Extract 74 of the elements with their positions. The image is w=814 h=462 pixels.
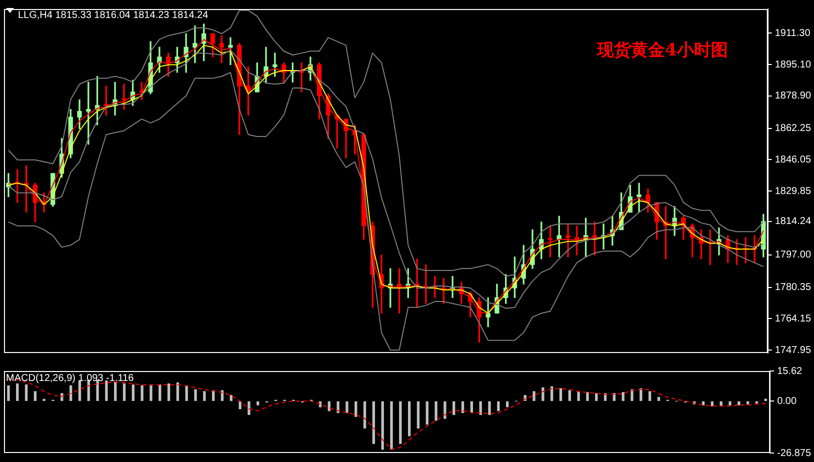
bar — [105, 380, 108, 401]
candlestick — [486, 297, 490, 328]
bar — [194, 389, 197, 401]
bar — [444, 401, 446, 419]
bar — [158, 384, 162, 401]
bar — [630, 389, 634, 401]
candlestick — [566, 224, 570, 258]
bar — [114, 382, 117, 401]
bar — [532, 391, 536, 401]
bar — [122, 383, 126, 401]
bar — [738, 401, 740, 406]
bar — [488, 401, 491, 415]
bar — [336, 401, 340, 414]
bar — [220, 390, 224, 401]
bar — [728, 401, 732, 406]
bar — [248, 401, 250, 415]
bar — [24, 384, 28, 401]
bar — [381, 401, 384, 450]
bar — [16, 383, 19, 401]
bar — [399, 401, 402, 444]
bar — [577, 391, 580, 401]
y-tick-label: 15.62 — [777, 366, 803, 377]
bar — [506, 401, 509, 408]
bar — [203, 391, 206, 401]
y-tick-label: -26.875 — [777, 448, 812, 459]
bar — [595, 393, 598, 401]
bar — [657, 396, 660, 401]
bar — [150, 385, 152, 401]
y-tick-label: 1747.95 — [774, 344, 812, 356]
y-tick-label: 0.00 — [777, 396, 797, 407]
bar — [354, 401, 358, 417]
bar — [167, 383, 170, 401]
y-tick-label: 1895.10 — [774, 59, 812, 70]
bar — [390, 401, 393, 450]
candlestick — [636, 182, 642, 213]
bar — [230, 395, 232, 401]
bar — [78, 380, 82, 401]
bar — [140, 385, 144, 401]
bar — [408, 401, 411, 436]
y-tick-label: 1829.85 — [774, 186, 812, 197]
bar — [416, 401, 420, 428]
bar — [568, 390, 571, 401]
y-tick-label: 1862.25 — [774, 123, 812, 134]
y-tick-label: 1878.90 — [774, 90, 812, 102]
bar — [372, 401, 376, 444]
bar — [479, 401, 482, 415]
bar — [426, 401, 428, 425]
y-tick-label: 1911.30 — [774, 28, 811, 39]
bar — [346, 401, 348, 414]
text: 现货黄金4小时图 — [596, 40, 728, 60]
y-tick-label: 1797.00 — [774, 250, 812, 261]
bar — [452, 401, 456, 415]
y-tick-label: 1764.15 — [774, 313, 812, 324]
y-tick-label: 1846.05 — [774, 154, 812, 166]
chart-title: MACD(12,26,9) 1.093 -1.116 — [6, 372, 134, 384]
y-tick-label: 1780.35 — [774, 282, 812, 294]
bar — [256, 401, 260, 406]
bar — [238, 401, 242, 410]
bar — [7, 385, 10, 401]
bar — [648, 391, 652, 401]
bar — [559, 388, 562, 401]
bar — [497, 401, 500, 412]
bar — [212, 391, 215, 401]
y-tick-label: 1814.24 — [774, 216, 812, 228]
bar — [132, 384, 134, 401]
bar — [176, 382, 180, 401]
bar — [96, 380, 99, 401]
bar — [746, 401, 750, 404]
bar — [622, 392, 624, 401]
chart-subtitle: LLG,H4 1815.33 1816.04 1814.23 1814.24 — [18, 10, 209, 21]
bar — [34, 391, 37, 401]
bar — [586, 392, 589, 401]
bar — [434, 401, 438, 421]
bar — [542, 387, 544, 401]
